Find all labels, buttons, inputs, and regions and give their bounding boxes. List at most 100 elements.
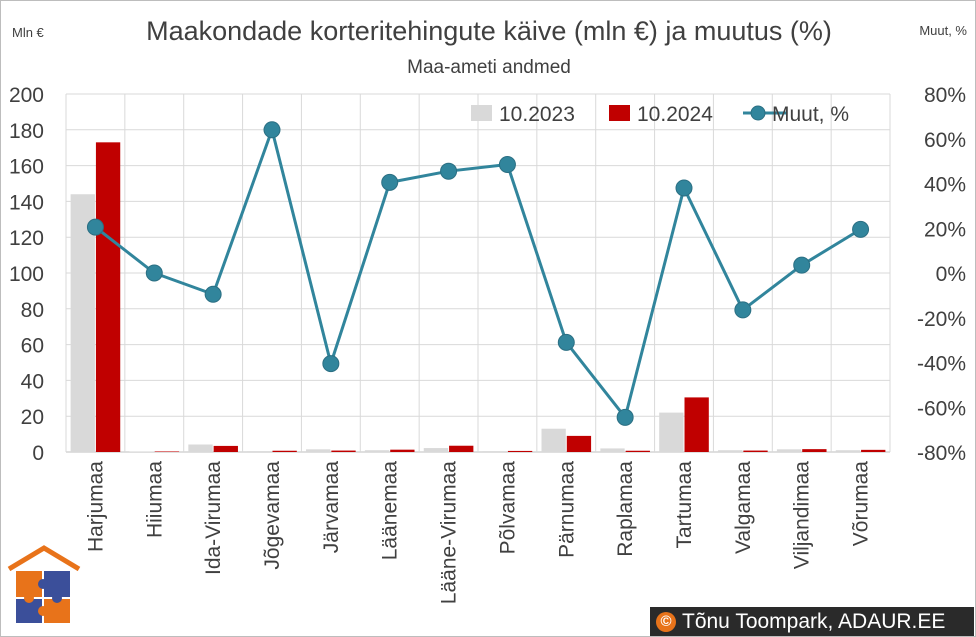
copyright-banner: © Tõnu Toompark, ADAUR.EE <box>650 607 974 636</box>
y-left-tick-label: 80 <box>21 299 44 322</box>
change-point <box>793 256 811 274</box>
bar-2024 <box>213 445 238 452</box>
logo-puzzle-piece <box>16 571 42 597</box>
bar-2024 <box>684 397 709 452</box>
bar-2024 <box>331 450 356 452</box>
bar-2023 <box>776 449 802 452</box>
x-axis-label: Läänemaa <box>379 461 402 561</box>
logo-puzzle-knob <box>24 593 34 603</box>
x-axis-label: Tartumaa <box>673 461 696 549</box>
x-axis-label: Võrumaa <box>850 461 873 547</box>
bar-2023 <box>188 444 213 452</box>
x-axis-label: Harjumaa <box>84 461 107 552</box>
x-axis-label: Jõgevamaa <box>261 461 284 570</box>
y-axis-left-ticks: 0 20 40 60 80 100 120 140 160 180 200 <box>9 84 44 465</box>
bar-2024 <box>861 449 886 452</box>
legend-label-2023: 10.2023 <box>499 103 575 126</box>
bar-2023 <box>364 450 390 452</box>
y-left-tick-label: 140 <box>9 191 44 214</box>
logo <box>7 545 81 623</box>
y-left-tick-label: 20 <box>21 406 44 429</box>
change-point <box>145 264 163 282</box>
x-axis-label: Pärnumaa <box>555 461 578 558</box>
bar-2024 <box>507 450 533 452</box>
y-right-tick-label: 0% <box>936 263 966 286</box>
legend-marker-change <box>750 105 766 121</box>
change-line-path <box>94 128 862 419</box>
bar-2023 <box>541 428 566 452</box>
legend-label-2024: 10.2024 <box>637 103 713 126</box>
x-axis-label: Ida-Virumaa <box>202 461 225 575</box>
y-right-tick-label: 20% <box>924 218 966 241</box>
legend-swatch-2023 <box>471 105 492 121</box>
bar-2024 <box>449 445 474 452</box>
change-line <box>86 121 870 426</box>
y-left-tick-label: 160 <box>9 156 44 179</box>
x-axis-label: Järvamaa <box>320 461 343 554</box>
change-point <box>263 121 281 139</box>
y-right-tick-label: -20% <box>917 308 966 331</box>
change-point <box>381 173 399 191</box>
bar-2023 <box>835 450 861 452</box>
y-left-tick-label: 60 <box>21 335 44 358</box>
grid-lines <box>65 93 891 453</box>
chart-subtitle: Maa-ameti andmed <box>407 57 571 78</box>
logo-puzzle-knob <box>38 579 48 589</box>
bar-2024 <box>154 451 180 452</box>
bar-2023 <box>306 449 331 452</box>
bar-2023 <box>659 412 684 452</box>
y-axis-right-ticks: -80% -60% -40% -20% 0% 20% 40% 60% 80% <box>917 84 966 465</box>
x-axis-labels: Harjumaa Hiiumaa Ida-Virumaa Jõgevamaa Järva… <box>84 461 872 605</box>
change-point <box>204 285 222 303</box>
bar-2023 <box>423 448 449 452</box>
bar-2023 <box>247 451 272 452</box>
y-left-tick-label: 0 <box>32 442 44 465</box>
bar-2024 <box>802 449 827 452</box>
y-right-tick-label: 60% <box>924 129 966 152</box>
legend: 10.2023 10.2024 Muut, % <box>471 103 849 126</box>
x-axis-label: Raplamaa <box>614 461 637 557</box>
change-point <box>498 155 516 173</box>
bar-2023 <box>129 451 154 452</box>
x-axis-label: Lääne-Virumaa <box>438 461 461 605</box>
logo-puzzle-piece <box>44 571 70 597</box>
change-point <box>675 179 693 197</box>
logo-puzzle-knob <box>38 606 48 616</box>
y-right-tick-label: 80% <box>924 84 966 107</box>
bar-2023 <box>482 451 507 452</box>
bar-2024 <box>95 142 121 452</box>
chart-title: Maakondade korteritehingute käive (mln €… <box>146 16 832 46</box>
change-point <box>616 408 634 426</box>
x-axis-label: Viljandimaa <box>791 461 814 569</box>
x-axis-label: Põlvamaa <box>496 461 519 555</box>
bar-2023 <box>718 450 743 452</box>
change-point <box>440 162 458 180</box>
bar-2023 <box>70 194 95 453</box>
logo-puzzle-knob <box>52 593 62 603</box>
bar-2024 <box>625 450 650 452</box>
legend-label-change: Muut, % <box>772 103 849 126</box>
right-axis-unit: Muut, % <box>919 23 967 38</box>
bar-2024 <box>272 450 297 452</box>
bar-2024 <box>743 450 768 452</box>
logo-house-roof <box>7 545 81 572</box>
y-left-tick-label: 120 <box>9 227 44 250</box>
legend-swatch-2024 <box>609 105 630 121</box>
bar-2024 <box>566 435 592 452</box>
copyright-text: Tõnu Toompark, ADAUR.EE <box>682 609 946 633</box>
change-point <box>86 218 104 236</box>
y-left-tick-label: 180 <box>9 120 44 143</box>
y-right-tick-label: 40% <box>924 174 966 197</box>
change-point <box>734 301 752 319</box>
y-right-tick-label: -40% <box>917 353 966 376</box>
change-point <box>322 355 340 373</box>
y-left-tick-label: 100 <box>9 263 44 286</box>
x-axis-label: Valgamaa <box>732 461 755 554</box>
change-point <box>852 220 870 238</box>
y-right-tick-label: -60% <box>917 397 966 420</box>
copyright-icon: © <box>656 611 676 632</box>
y-left-tick-label: 200 <box>9 84 44 107</box>
change-point <box>557 333 575 351</box>
